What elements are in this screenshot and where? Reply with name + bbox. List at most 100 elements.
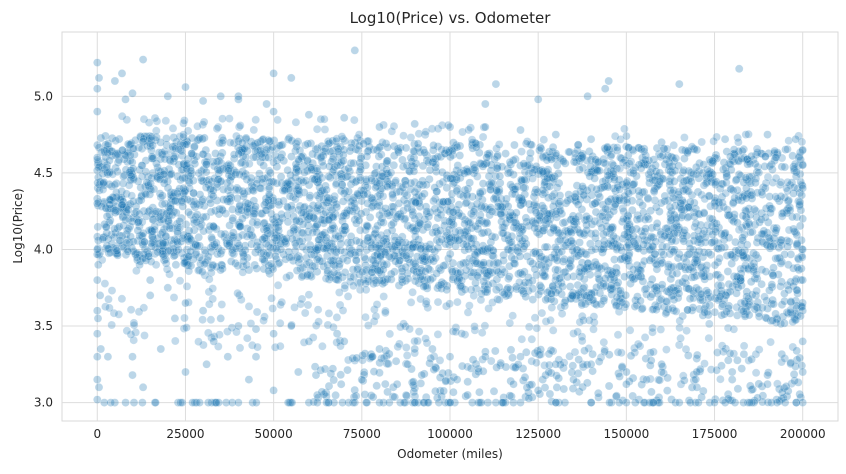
density-point bbox=[328, 364, 337, 373]
density-point bbox=[289, 192, 298, 202]
scatter-point bbox=[375, 122, 384, 132]
density-point bbox=[652, 305, 661, 314]
density-point bbox=[290, 246, 300, 256]
density-point bbox=[112, 206, 121, 216]
density-point bbox=[307, 272, 316, 281]
density-point bbox=[399, 131, 408, 140]
density-point bbox=[598, 177, 607, 186]
density-point bbox=[677, 204, 687, 214]
density-point bbox=[514, 247, 523, 257]
scatter-point bbox=[311, 370, 321, 380]
scatter-point bbox=[375, 398, 384, 407]
scatter-point bbox=[534, 386, 543, 395]
density-point bbox=[184, 232, 194, 242]
density-point bbox=[580, 346, 589, 355]
density-point bbox=[238, 214, 247, 223]
density-point bbox=[214, 168, 224, 178]
density-point bbox=[620, 272, 629, 281]
density-point bbox=[352, 236, 361, 246]
density-point bbox=[361, 255, 370, 264]
scatter-point bbox=[93, 153, 102, 162]
density-point bbox=[283, 178, 293, 187]
density-point bbox=[401, 143, 411, 153]
density-point bbox=[350, 203, 359, 213]
density-point bbox=[244, 302, 254, 311]
density-point bbox=[543, 173, 553, 182]
density-point bbox=[730, 398, 740, 407]
density-point bbox=[253, 220, 262, 229]
density-point bbox=[336, 246, 345, 255]
density-point bbox=[580, 230, 589, 240]
density-point bbox=[640, 285, 650, 294]
density-point bbox=[161, 231, 171, 241]
density-point bbox=[329, 223, 339, 233]
density-point bbox=[489, 387, 499, 396]
density-point bbox=[662, 345, 671, 354]
density-point bbox=[177, 249, 187, 258]
density-point bbox=[387, 127, 396, 136]
chart-title: Log10(Price) vs. Odometer bbox=[350, 9, 552, 27]
density-point bbox=[666, 274, 675, 284]
density-point bbox=[432, 227, 441, 237]
density-point bbox=[493, 164, 502, 173]
density-point bbox=[332, 313, 342, 322]
density-point bbox=[453, 184, 462, 194]
density-point bbox=[601, 145, 611, 155]
scatter-point bbox=[287, 73, 296, 83]
density-point bbox=[164, 216, 174, 226]
density-point bbox=[261, 206, 270, 215]
density-point bbox=[396, 322, 405, 332]
scatter-point bbox=[304, 337, 314, 346]
density-point bbox=[316, 232, 325, 241]
density-point bbox=[313, 243, 323, 253]
density-point bbox=[339, 156, 348, 166]
density-point bbox=[379, 218, 388, 227]
density-point bbox=[123, 157, 132, 167]
density-point bbox=[324, 172, 333, 181]
density-point bbox=[117, 195, 127, 204]
density-point bbox=[639, 240, 648, 249]
density-point bbox=[473, 172, 482, 181]
scatter-point bbox=[452, 375, 462, 384]
density-point bbox=[710, 198, 719, 208]
density-point bbox=[378, 207, 387, 216]
density-point bbox=[680, 376, 689, 385]
density-point bbox=[487, 207, 497, 216]
density-point bbox=[665, 180, 674, 190]
density-point bbox=[462, 167, 472, 176]
density-point bbox=[710, 201, 720, 211]
density-point bbox=[275, 141, 284, 150]
scatter-point bbox=[798, 306, 807, 315]
density-point bbox=[274, 218, 283, 228]
scatter-point bbox=[110, 76, 120, 86]
density-point bbox=[197, 256, 207, 265]
density-point bbox=[259, 316, 268, 325]
density-point bbox=[643, 241, 653, 251]
density-point bbox=[600, 240, 609, 250]
density-point bbox=[641, 224, 650, 233]
density-point bbox=[497, 194, 506, 204]
density-point bbox=[699, 181, 709, 190]
density-point bbox=[746, 261, 756, 271]
density-point bbox=[732, 289, 741, 298]
density-point bbox=[537, 201, 547, 211]
density-point bbox=[421, 267, 430, 276]
density-point bbox=[628, 145, 637, 154]
density-point bbox=[586, 239, 595, 249]
density-point bbox=[311, 145, 320, 154]
density-point bbox=[212, 238, 221, 248]
density-point bbox=[198, 315, 207, 324]
density-point bbox=[225, 197, 235, 206]
density-point bbox=[789, 370, 799, 379]
density-point bbox=[228, 205, 237, 214]
density-point bbox=[231, 185, 241, 195]
density-point bbox=[736, 264, 745, 274]
density-point bbox=[349, 281, 358, 290]
scatter-point bbox=[181, 298, 190, 308]
density-point bbox=[421, 299, 431, 309]
density-point bbox=[192, 210, 202, 219]
density-point bbox=[794, 265, 804, 274]
density-point bbox=[455, 274, 464, 284]
density-point bbox=[777, 350, 786, 359]
density-point bbox=[588, 366, 597, 376]
